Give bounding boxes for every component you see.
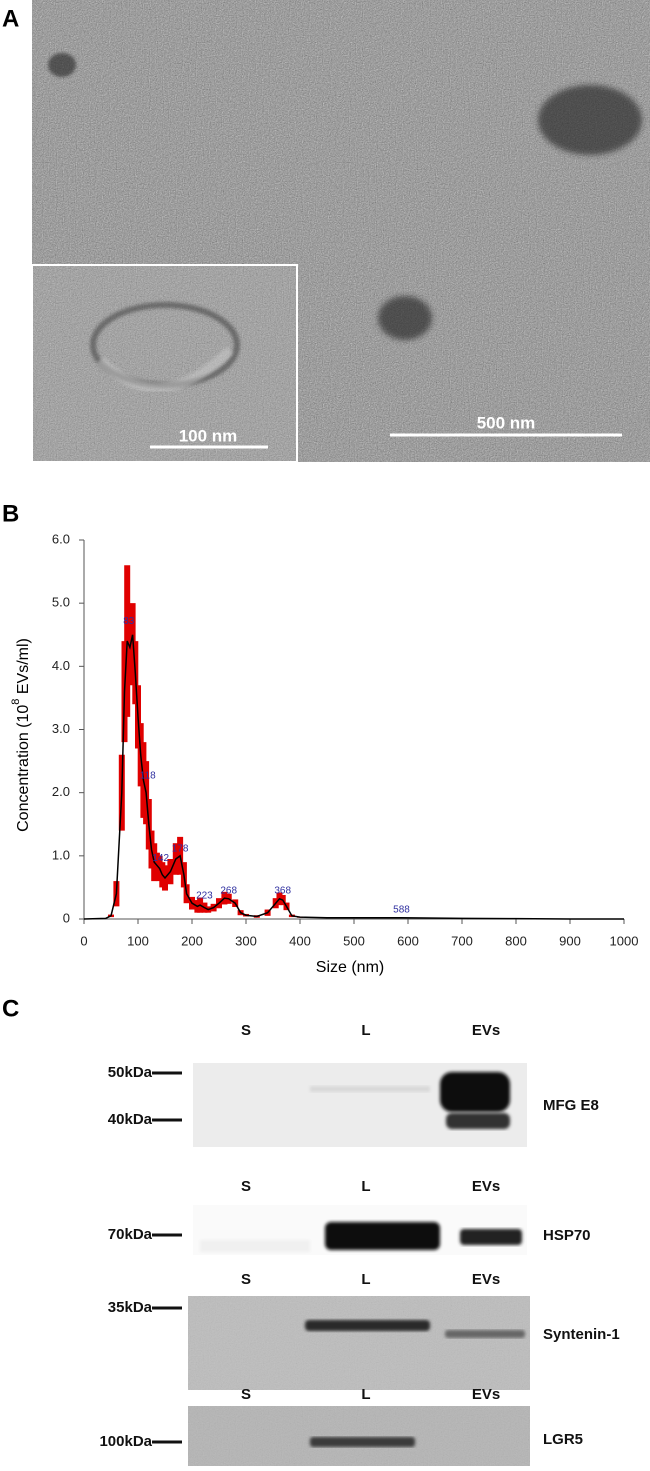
- peak-label: 178: [172, 843, 189, 854]
- peak-label: 142: [152, 853, 169, 864]
- y-tick-label: 3.0: [52, 721, 70, 736]
- y-tick-label: 0: [63, 910, 70, 925]
- y-axis-label-exponent: 8: [10, 699, 22, 705]
- lane-label: L: [361, 1022, 370, 1039]
- scale-label: 500 nm: [477, 413, 536, 432]
- lane-label: EVs: [472, 1022, 500, 1039]
- y-axis-label: Concentration (108 EVs/ml): [10, 638, 32, 832]
- x-tick-label: 200: [181, 933, 203, 948]
- peak-label: 588: [393, 905, 410, 916]
- x-axis-label: Size (nm): [316, 959, 384, 976]
- marker-label: 40kDa: [108, 1111, 153, 1128]
- protein-label: LGR5: [543, 1431, 583, 1448]
- x-tick-label: 700: [451, 933, 473, 948]
- lane-label: L: [361, 1386, 370, 1403]
- lane-label: EVs: [472, 1178, 500, 1195]
- x-tick-label: 300: [235, 933, 257, 948]
- y-tick-label: 1.0: [52, 847, 70, 862]
- lane-label: EVs: [472, 1386, 500, 1403]
- marker-label: 70kDa: [108, 1226, 153, 1243]
- chart: 0 1.0 2.0 3.0 4.0 5.0 6.0 0 100 200 300 400 500 600 70…: [52, 531, 639, 948]
- marker-label: 50kDa: [108, 1064, 153, 1081]
- lane-label: EVs: [472, 1271, 500, 1288]
- panel-label: B: [2, 500, 19, 527]
- peak-label: 368: [274, 886, 291, 897]
- protein-label: Syntenin-1: [543, 1326, 620, 1343]
- peak-label: 118: [140, 771, 156, 782]
- protein-label: MFG E8: [543, 1097, 599, 1114]
- y-tick-label: 6.0: [52, 531, 70, 546]
- blot-images: [188, 1063, 530, 1466]
- tem-image: 100 nm 500 nm: [31, 0, 650, 463]
- line: [83, 634, 624, 920]
- y-tick-label: 5.0: [52, 595, 70, 610]
- panel-label: A: [2, 5, 19, 32]
- x-tick-label: 900: [559, 933, 581, 948]
- lane-label: L: [361, 1178, 370, 1195]
- lane-label: S: [241, 1022, 251, 1039]
- x-tick-label: 400: [289, 933, 311, 948]
- x-tick-label: 500: [343, 933, 365, 948]
- peak-label: 83: [123, 616, 135, 627]
- peak-label: 268: [220, 886, 237, 897]
- lane-label: L: [361, 1271, 370, 1288]
- panel-label: C: [2, 995, 19, 1022]
- y-tick-label: 4.0: [52, 658, 70, 673]
- scale-label: 100 nm: [179, 426, 238, 445]
- x-tick-label: 600: [397, 933, 419, 948]
- y-axis-label-part: Concentration (10: [15, 705, 32, 832]
- lane-label: S: [241, 1271, 251, 1288]
- x-tick-label: 800: [505, 933, 527, 948]
- protein-label: HSP70: [543, 1227, 591, 1244]
- marker-label: 35kDa: [108, 1299, 153, 1316]
- lane-label: S: [241, 1178, 251, 1195]
- x-tick-label: 100: [127, 933, 149, 948]
- lane-label: S: [241, 1386, 251, 1403]
- x-tick-label: 0: [80, 933, 87, 948]
- blot-labels: S L EVs 50kDa 40kDa MFG E8 S L EVs 70kDa HSP70 S L EV…: [99, 1022, 619, 1450]
- y-axis-label-part: EVs/ml): [15, 638, 32, 698]
- peak-label: 223: [196, 891, 213, 902]
- marker-label: 100kDa: [99, 1433, 152, 1450]
- y-tick-label: 2.0: [52, 784, 70, 799]
- x-tick-label: 1000: [610, 933, 639, 948]
